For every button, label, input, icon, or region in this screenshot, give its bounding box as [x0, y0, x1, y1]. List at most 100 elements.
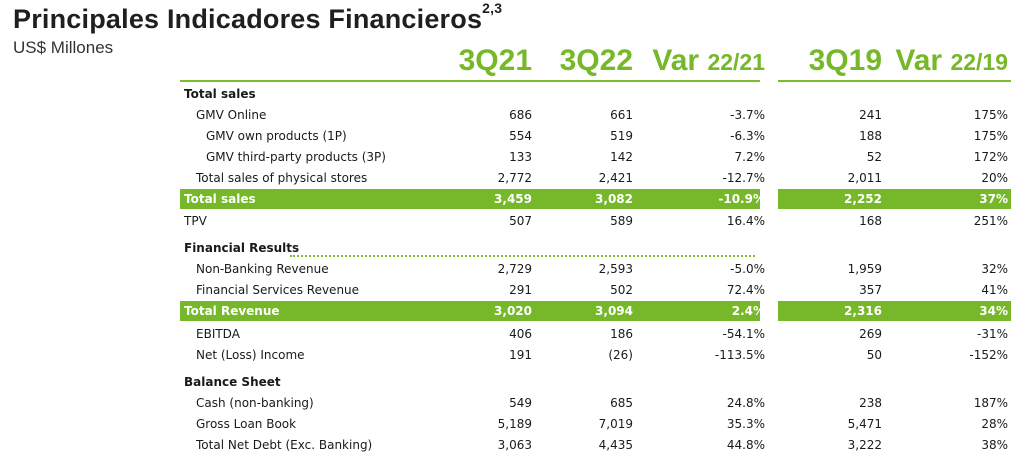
table-row: Total sales 3,459 3,082 -10.9% 2,252 37%	[0, 189, 1024, 209]
table-row: Net (Loss) Income 191 (26) -113.5% 50 -152%	[0, 345, 1024, 365]
cell-value: 2,593	[598, 262, 633, 276]
column-header-var-22-19: Var 22/19	[895, 44, 1008, 77]
table-row: GMV own products (1P) 554 519 -6.3% 188 175%	[0, 126, 1024, 146]
row-label: Gross Loan Book	[196, 417, 297, 431]
cell-value: -31%	[976, 327, 1008, 341]
cell-value: 175%	[973, 129, 1008, 143]
table-row: TPV 507 589 16.4% 168 251%	[0, 211, 1024, 231]
cell-value: 52	[866, 150, 882, 164]
cell-value: 7.2%	[734, 150, 766, 164]
table-row: Total Net Debt (Exc. Banking) 3,063 4,435 4…	[0, 435, 1024, 455]
cell-value: 269	[859, 327, 882, 341]
cell-value: (26)	[608, 348, 633, 362]
cell-value: 251%	[973, 214, 1008, 228]
row-label: Total sales	[184, 192, 256, 206]
row-label: Balance Sheet	[184, 375, 281, 389]
highlight-band	[778, 189, 1011, 209]
table-row: Non-Banking Revenue 2,729 2,593 -5.0% 1,959 3…	[0, 259, 1024, 279]
cell-value: 3,082	[595, 192, 633, 206]
cell-value: 191	[509, 348, 532, 362]
row-label: Total Net Debt (Exc. Banking)	[196, 438, 373, 452]
table-row: Financial Services Revenue 291 502 72.4% 357…	[0, 280, 1024, 300]
cell-value: 172%	[973, 150, 1008, 164]
cell-value: 188	[859, 129, 882, 143]
cell-value: 41%	[981, 283, 1008, 297]
cell-value: 3,063	[497, 438, 532, 452]
column-header-3q22: 3Q22	[559, 44, 633, 77]
table-row: EBITDA 406 186 -54.1% 269 -31%	[0, 324, 1024, 344]
row-label: Total Revenue	[184, 304, 280, 318]
cell-value: 2,772	[497, 171, 532, 185]
cell-value: 168	[859, 214, 882, 228]
cell-value: 133	[509, 150, 532, 164]
cell-value: 519	[610, 129, 633, 143]
table-row: Total sales	[0, 84, 1024, 104]
cell-value: 2,011	[847, 171, 882, 185]
cell-value: 406	[509, 327, 532, 341]
cell-value: -10.9%	[718, 192, 765, 206]
title-superscript: 2,3	[482, 0, 503, 16]
cell-value: 142	[610, 150, 633, 164]
table-row: Balance Sheet	[0, 372, 1024, 392]
cell-value: 1,959	[847, 262, 882, 276]
cell-value: -54.1%	[722, 327, 765, 341]
cell-value: 44.8%	[726, 438, 765, 452]
cell-value: 2,421	[598, 171, 633, 185]
row-label: Total sales of physical stores	[196, 171, 368, 185]
cell-value: 50	[866, 348, 882, 362]
cell-value: 3,020	[494, 304, 532, 318]
row-label: Financial Results	[184, 241, 300, 255]
row-label: Total sales	[184, 87, 256, 101]
cell-value: 7,019	[598, 417, 633, 431]
row-label: EBITDA	[196, 327, 240, 341]
cell-value: 186	[610, 327, 633, 341]
table-row: Total sales of physical stores 2,772 2,421…	[0, 168, 1024, 188]
highlight-band	[180, 189, 760, 209]
header-divider-right	[778, 80, 1011, 82]
cell-value: 2,252	[844, 192, 882, 206]
cell-value: 3,222	[847, 438, 882, 452]
cell-value: 175%	[973, 108, 1008, 122]
row-label: Cash (non-banking)	[196, 396, 314, 410]
row-label: Financial Services Revenue	[196, 283, 360, 297]
cell-value: 502	[610, 283, 633, 297]
cell-value: 28%	[981, 417, 1008, 431]
cell-value: 2,316	[844, 304, 882, 318]
cell-value: 3,094	[595, 304, 633, 318]
cell-value: 685	[610, 396, 633, 410]
table-row: Cash (non-banking) 549 685 24.8% 238 187%	[0, 393, 1024, 413]
column-header-3q19: 3Q19	[808, 44, 882, 77]
cell-value: 38%	[981, 438, 1008, 452]
highlight-band	[778, 301, 1011, 321]
row-label: GMV third-party products (3P)	[206, 150, 386, 164]
cell-value: 549	[509, 396, 532, 410]
cell-value: 32%	[981, 262, 1008, 276]
cell-value: 4,435	[598, 438, 633, 452]
cell-value: 20%	[981, 171, 1008, 185]
cell-value: -152%	[969, 348, 1008, 362]
cell-value: 554	[509, 129, 532, 143]
cell-value: 589	[610, 214, 633, 228]
cell-value: 37%	[979, 192, 1008, 206]
cell-value: 72.4%	[726, 283, 765, 297]
cell-value: 507	[509, 214, 532, 228]
cell-value: 5,471	[847, 417, 882, 431]
cell-value: 241	[859, 108, 882, 122]
row-label: Non-Banking Revenue	[196, 262, 329, 276]
cell-value: 291	[509, 283, 532, 297]
section-dotted-divider	[290, 255, 755, 257]
cell-value: 661	[610, 108, 633, 122]
page-title: Principales Indicadores Financieros2,3	[13, 0, 502, 35]
table-row: Financial Results	[0, 238, 1024, 258]
cell-value: -113.5%	[714, 348, 765, 362]
cell-value: 3,459	[494, 192, 532, 206]
row-label: Net (Loss) Income	[196, 348, 305, 362]
highlight-band	[180, 301, 760, 321]
cell-value: 686	[509, 108, 532, 122]
table-row: Total Revenue 3,020 3,094 2.4% 2,316 34%	[0, 301, 1024, 321]
cell-value: 34%	[979, 304, 1008, 318]
row-label: GMV own products (1P)	[206, 129, 347, 143]
cell-value: 2.4%	[731, 304, 765, 318]
header-divider-left	[180, 80, 760, 82]
cell-value: 187%	[973, 396, 1008, 410]
